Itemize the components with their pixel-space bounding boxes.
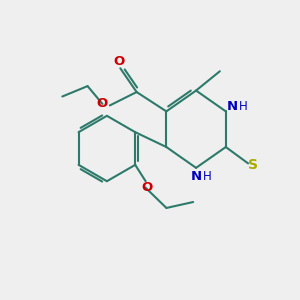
Text: S: S [248,158,257,172]
Text: H: H [203,170,212,183]
Text: N: N [190,170,202,183]
Text: H: H [239,100,248,112]
Text: O: O [142,181,153,194]
Text: O: O [97,98,108,110]
Text: O: O [113,55,124,68]
Text: N: N [227,100,238,112]
